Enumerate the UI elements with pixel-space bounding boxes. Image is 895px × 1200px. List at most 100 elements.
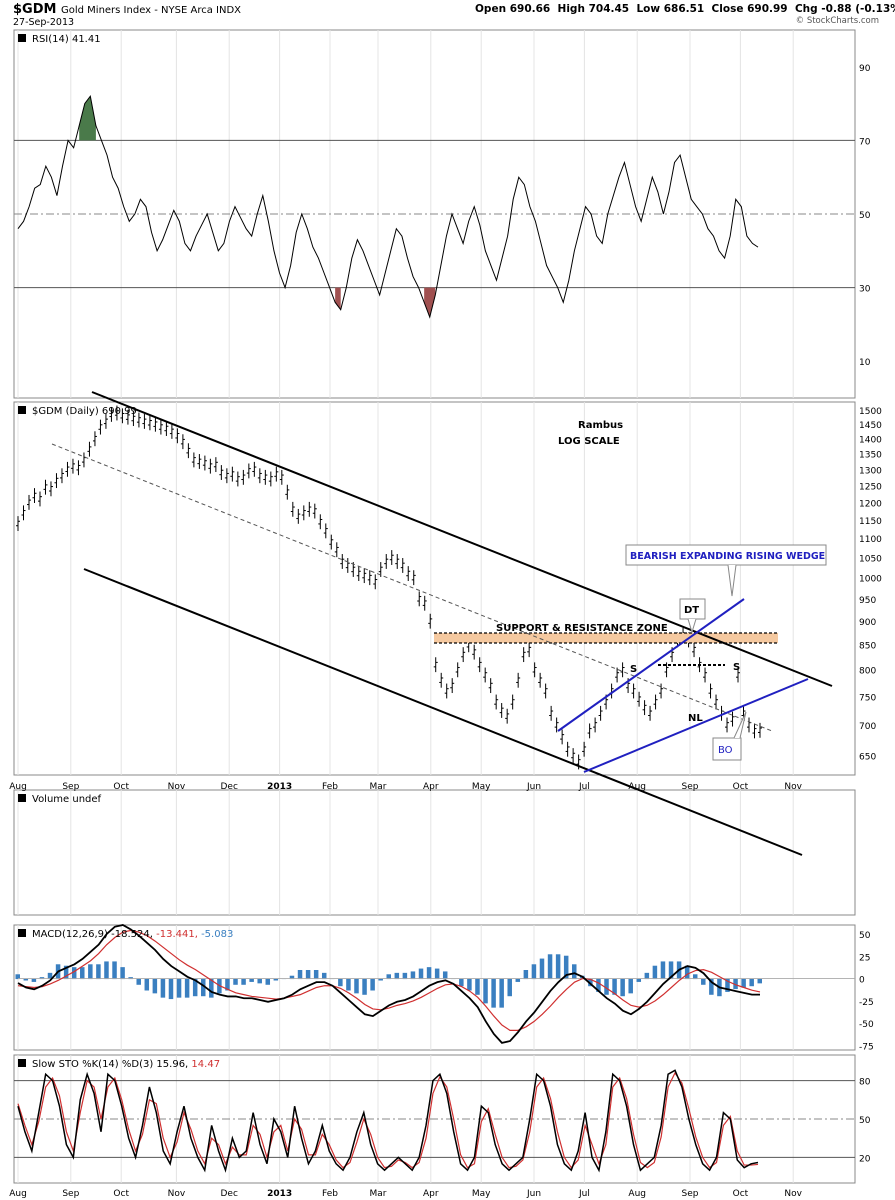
- ohlc-readout: Open 690.66 High 704.45 Low 686.51 Close…: [475, 3, 895, 15]
- month-label-price: Jul: [578, 782, 590, 792]
- month-label-bottom: Jun: [526, 1189, 541, 1199]
- price-y-tick: 1150: [859, 517, 882, 527]
- wedge-lower-line: [583, 678, 809, 773]
- macd-histogram-bar: [201, 978, 206, 997]
- close-value: 690.99: [747, 3, 788, 15]
- month-label-price: May: [472, 782, 491, 792]
- macd-histogram-bar: [410, 971, 416, 980]
- macd-y-tick: 50: [859, 931, 871, 941]
- macd-legend-swatch: [18, 929, 26, 937]
- macd-histogram-bar: [588, 978, 593, 987]
- macd-histogram-bar: [23, 978, 29, 981]
- macd-histogram-bar: [467, 978, 472, 991]
- month-label-bottom: Aug: [9, 1189, 27, 1199]
- bo-callout-pointer: [733, 711, 747, 739]
- sto-k-line: [17, 1069, 759, 1173]
- macd-histogram-bar: [273, 978, 279, 981]
- month-label-bottom: Nov: [784, 1189, 802, 1199]
- price-y-tick: 1250: [859, 482, 882, 492]
- price-y-tick: 1050: [859, 554, 882, 564]
- price-y-tick: 750: [859, 693, 876, 703]
- rsi-oversold-fill: [335, 287, 341, 310]
- macd-histogram-bar: [112, 961, 117, 980]
- macd-histogram-bar: [628, 978, 633, 994]
- lower-channel-line: [83, 568, 803, 856]
- bo-callout-box: [712, 737, 742, 761]
- rsi-y-tick: 50: [859, 211, 871, 221]
- macd-y-tick: 0: [859, 976, 865, 986]
- macd-histogram-bar: [209, 978, 214, 998]
- wedge-upper-line: [557, 598, 745, 732]
- macd-histogram-bar: [394, 972, 400, 980]
- macd-histogram-bar: [442, 971, 448, 980]
- macd-histogram-bar: [539, 958, 545, 980]
- high-value: 704.45: [588, 3, 630, 15]
- sto-d-line: [17, 1071, 759, 1169]
- macd-histogram-bar: [297, 970, 303, 980]
- sto-y-tick: 80: [859, 1078, 871, 1088]
- macd-histogram-bar: [604, 978, 609, 995]
- macd-histogram-bar: [636, 978, 642, 982]
- macd-histogram-bar: [321, 972, 327, 980]
- month-label-price: Aug: [9, 782, 27, 792]
- macd-histogram-bar: [475, 978, 480, 995]
- macd-histogram-bar: [63, 965, 69, 980]
- macd-histogram-bar: [418, 968, 424, 980]
- price-y-tick: 900: [859, 618, 876, 628]
- macd-histogram-bar: [184, 978, 190, 998]
- volume-title-label: Volume undef: [32, 794, 102, 805]
- macd-histogram-bar: [563, 955, 569, 980]
- macd-histogram-bar: [709, 978, 714, 995]
- upper-channel-line: [91, 391, 833, 687]
- symbol-description: Gold Miners Index - NYSE Arca INDX: [60, 5, 241, 16]
- month-label-bottom: Oct: [733, 1189, 749, 1199]
- macd-histogram-bar: [402, 972, 408, 980]
- chart-date: 27-Sep-2013: [13, 17, 75, 28]
- macd-histogram-bar: [305, 970, 311, 980]
- month-label-price: Sep: [682, 782, 699, 792]
- macd-histogram-bar: [362, 978, 367, 995]
- month-label-price: Aug: [628, 782, 646, 792]
- macd-histogram-bar: [71, 967, 77, 980]
- rsi-overbought-fill: [79, 96, 96, 141]
- macd-histogram-bar: [684, 965, 690, 980]
- month-label-price: Mar: [370, 782, 387, 792]
- dt-callout-pointer: [687, 618, 697, 634]
- rsi-y-tick: 30: [859, 285, 871, 295]
- macd-histogram-bar: [612, 978, 617, 995]
- annotation-left-shoulder: S: [630, 664, 637, 675]
- annotation-rambus: Rambus: [578, 420, 623, 431]
- month-label-bottom: Jul: [578, 1189, 590, 1199]
- macd-y-tick: -75: [859, 1043, 874, 1053]
- macd-histogram-bar: [104, 961, 109, 980]
- month-label-bottom: 2013: [267, 1189, 292, 1199]
- macd-histogram-bar: [192, 978, 198, 997]
- macd-y-tick: -50: [859, 1020, 874, 1030]
- macd-histogram-bar: [370, 978, 375, 991]
- macd-histogram-bar: [491, 978, 496, 1008]
- macd-histogram-bar: [31, 978, 37, 982]
- macd-line: [17, 924, 760, 1044]
- macd-histogram-bar: [249, 978, 254, 982]
- price-y-tick: 1500: [859, 407, 882, 417]
- month-label-bottom: Mar: [370, 1189, 387, 1199]
- macd-histogram-bar: [160, 978, 166, 998]
- month-label-price: 2013: [267, 782, 292, 792]
- month-label-bottom: Sep: [682, 1189, 699, 1199]
- rsi-y-tick: 90: [859, 64, 871, 74]
- month-label-price: Oct: [733, 782, 749, 792]
- macd-histogram-bar: [265, 978, 271, 985]
- price-y-tick: 650: [859, 752, 876, 762]
- macd-histogram-bar: [15, 974, 20, 980]
- macd-histogram-bar: [225, 978, 230, 991]
- month-label-bottom: Aug: [628, 1189, 646, 1199]
- macd-histogram-bar: [596, 978, 601, 992]
- macd-histogram-bar: [176, 978, 182, 998]
- rsi-line: [17, 95, 759, 319]
- macd-histogram-bar: [499, 978, 504, 1008]
- month-label-bottom: Sep: [62, 1189, 79, 1199]
- price-y-tick: 1350: [859, 451, 882, 461]
- macd-title-label: MACD(12,26,9) -18.524, -13.441, -5.083: [32, 929, 233, 940]
- month-label-bottom: Feb: [322, 1189, 338, 1199]
